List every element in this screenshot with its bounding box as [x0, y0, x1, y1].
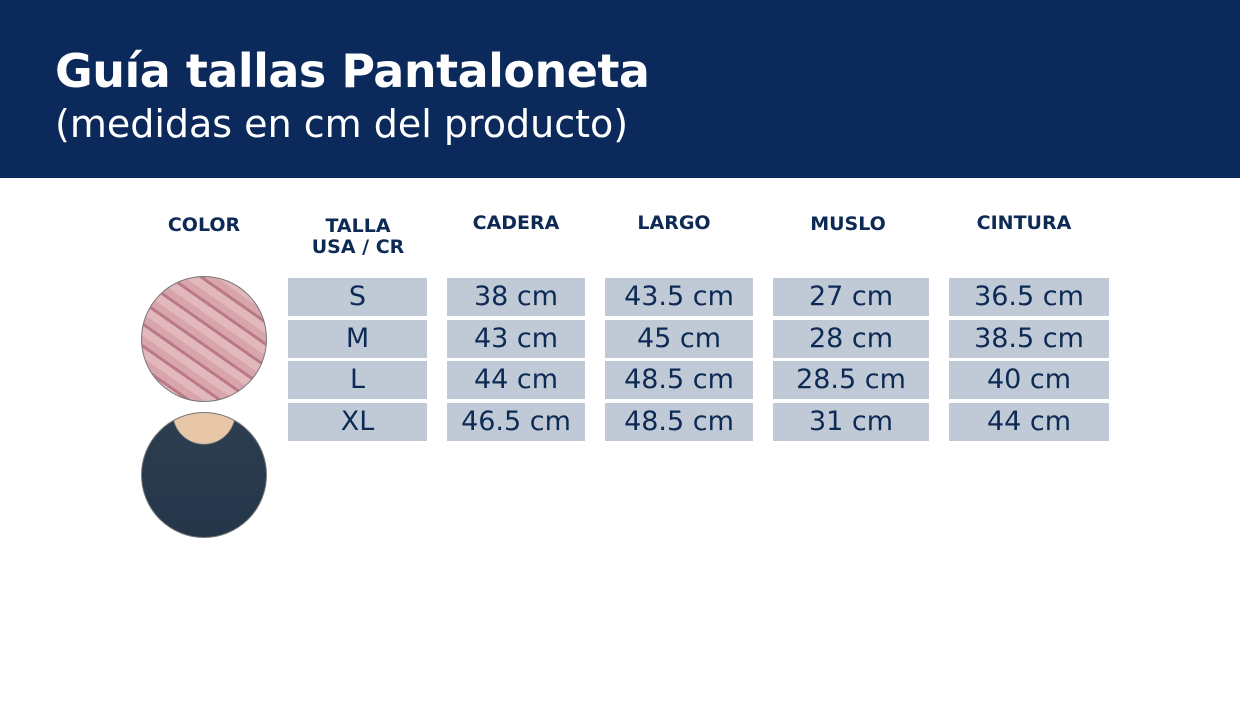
- cell-talla: L: [288, 361, 427, 399]
- page-subtitle: (medidas en cm del producto): [55, 102, 629, 146]
- cell-largo: 48.5 cm: [605, 361, 753, 399]
- column-header-cadera: CADERA: [472, 212, 560, 234]
- column-header-color: COLOR: [167, 214, 241, 236]
- cell-cintura: 38.5 cm: [949, 320, 1109, 358]
- cell-muslo: 28.5 cm: [773, 361, 929, 399]
- column-header-muslo: MUSLO: [810, 213, 886, 235]
- column-header-cintura: CINTURA: [976, 212, 1072, 234]
- cell-talla: XL: [288, 403, 427, 441]
- cell-cintura: 36.5 cm: [949, 278, 1109, 316]
- cell-cintura: 44 cm: [949, 403, 1109, 441]
- column-header-talla: TALLA USA / CR: [288, 216, 428, 258]
- cell-cadera: 46.5 cm: [447, 403, 585, 441]
- cell-cadera: 44 cm: [447, 361, 585, 399]
- cell-cadera: 43 cm: [447, 320, 585, 358]
- cell-muslo: 28 cm: [773, 320, 929, 358]
- talla-sublabel: USA / CR: [311, 236, 405, 258]
- talla-label: TALLA: [325, 215, 391, 237]
- header-banner: Guía tallas Pantaloneta (medidas en cm d…: [0, 0, 1240, 178]
- page-title: Guía tallas Pantaloneta: [55, 44, 650, 98]
- cell-cintura: 40 cm: [949, 361, 1109, 399]
- column-header-largo: LARGO: [637, 212, 711, 234]
- cell-talla: M: [288, 320, 427, 358]
- cell-largo: 43.5 cm: [605, 278, 753, 316]
- cell-largo: 45 cm: [605, 320, 753, 358]
- cell-cadera: 38 cm: [447, 278, 585, 316]
- cell-largo: 48.5 cm: [605, 403, 753, 441]
- swatch-navy-shorts: [141, 412, 267, 538]
- swatch-pink-shorts: [141, 276, 267, 402]
- cell-muslo: 31 cm: [773, 403, 929, 441]
- cell-muslo: 27 cm: [773, 278, 929, 316]
- cell-talla: S: [288, 278, 427, 316]
